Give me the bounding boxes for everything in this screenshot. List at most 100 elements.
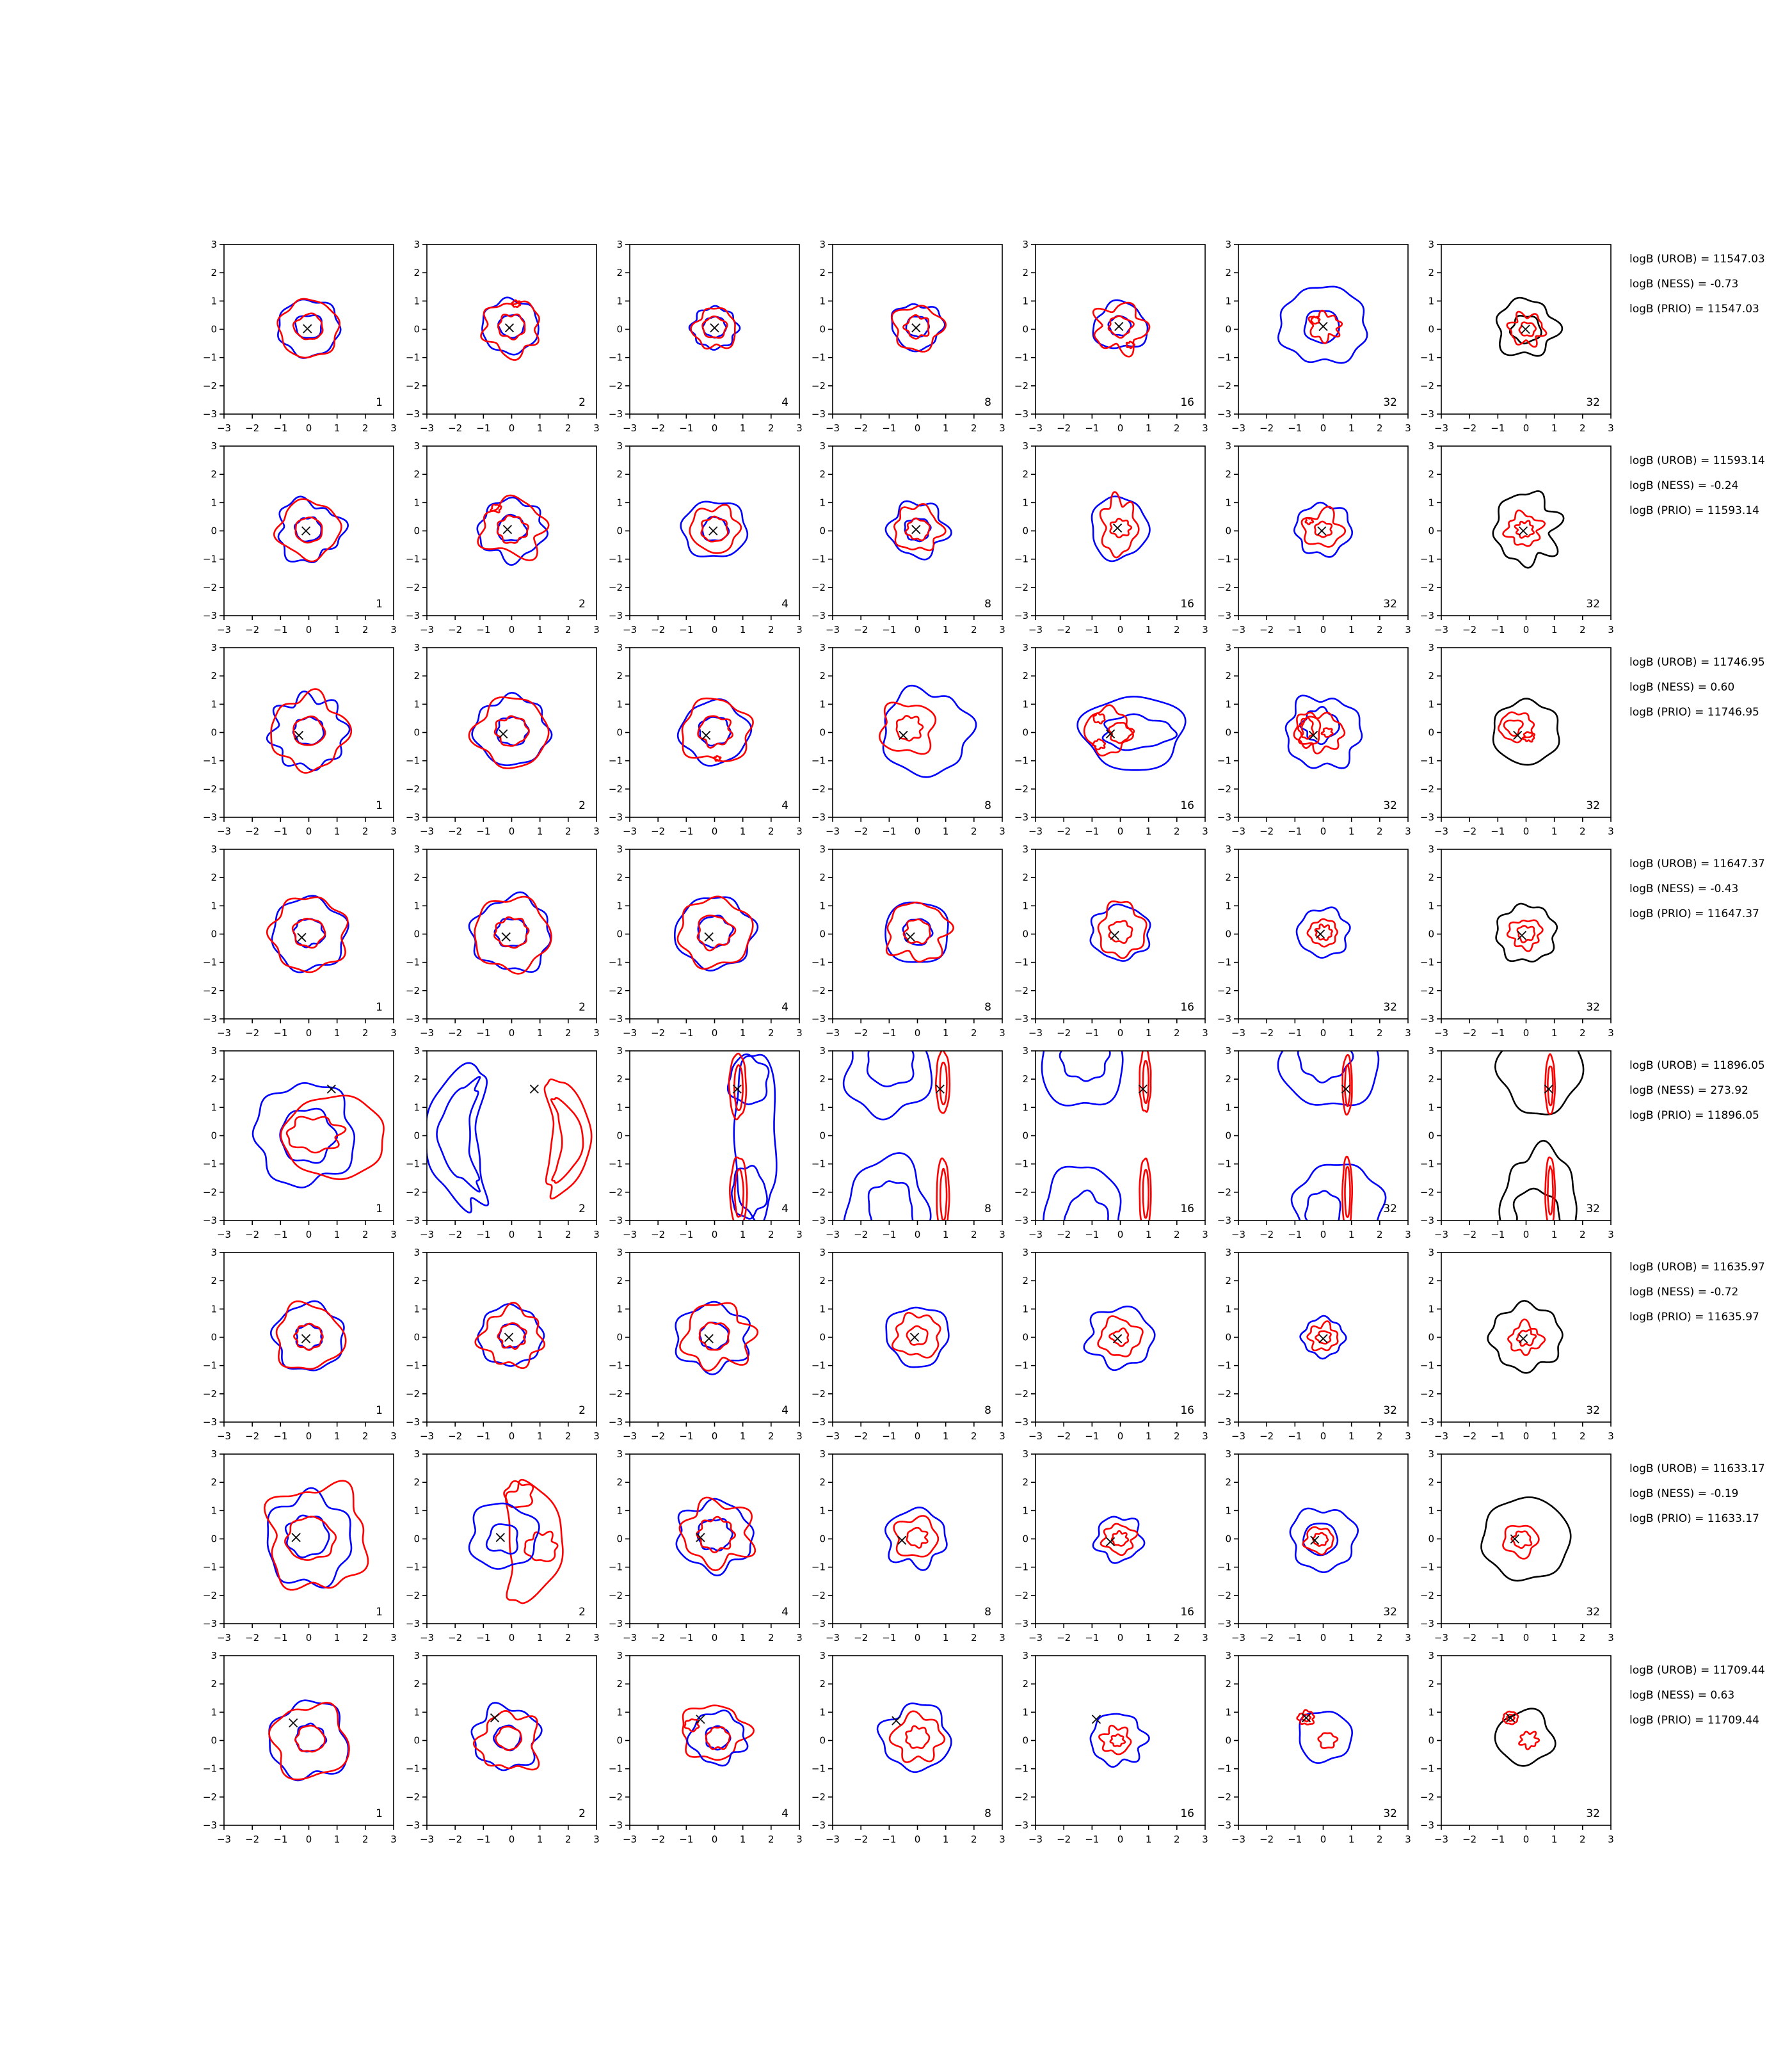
y-tick-label: −1: [1420, 755, 1434, 767]
y-tick-label: 0: [1022, 929, 1028, 940]
y-tick-label: 3: [211, 1448, 217, 1460]
y-tick-label: −1: [1420, 1158, 1434, 1170]
y-tick-label: 0: [211, 1332, 217, 1343]
x-tick-label: 3: [593, 1834, 600, 1845]
x-tick-label: 0: [1523, 1430, 1530, 1442]
x-tick-label: −2: [854, 1229, 868, 1240]
y-tick-label: 3: [819, 642, 826, 653]
x-tick-label: 3: [593, 826, 600, 837]
axes-frame: [1441, 849, 1612, 1020]
contours: [890, 303, 947, 353]
axes-frame: [426, 445, 597, 616]
x-tick-label: −1: [882, 826, 896, 837]
x-tick-label: −3: [826, 624, 840, 636]
x-tick-label: 3: [796, 624, 803, 636]
contour-red: [679, 1302, 759, 1372]
x-tick-label: 1: [1551, 624, 1558, 636]
x-tick-label: −1: [1491, 1229, 1505, 1240]
contour-red: [879, 701, 937, 755]
contour-red: [936, 1157, 950, 1220]
contour-red: [495, 1725, 523, 1751]
y-tick-label: −3: [609, 610, 623, 621]
panel-count-label: 4: [781, 396, 788, 409]
contour-red: [480, 300, 540, 361]
x-tick-label: −2: [1057, 624, 1071, 636]
contour-blue: [731, 1165, 768, 1220]
axes-frame: [223, 647, 394, 818]
y-tick-label: −2: [609, 582, 623, 593]
y-tick-label: 2: [1428, 267, 1434, 278]
contours: [1293, 501, 1353, 558]
contour-red: [1142, 1169, 1149, 1219]
contour-blue: [471, 692, 553, 766]
x-tick-label: −1: [273, 1834, 287, 1845]
panel-count-label: 1: [376, 1203, 383, 1215]
contour-red: [1516, 1329, 1537, 1347]
x-tick-label: −1: [882, 624, 896, 636]
x-tick-label: −2: [448, 1430, 462, 1442]
contour-red: [1502, 1710, 1519, 1725]
y-tick-label: 1: [1428, 1706, 1434, 1718]
y-tick-label: 0: [1225, 1332, 1231, 1343]
y-tick-label: 1: [413, 900, 420, 911]
contour-blue: [1297, 1051, 1354, 1084]
contours: [876, 1702, 952, 1773]
contour-blue: [271, 895, 349, 973]
y-tick-label: 3: [211, 642, 217, 653]
y-tick-label: −2: [1420, 1388, 1434, 1400]
y-tick-label: −2: [1420, 985, 1434, 996]
y-tick-label: −3: [1420, 812, 1434, 823]
axes-frame: [832, 849, 1003, 1020]
x-tick-label: −3: [1434, 1430, 1448, 1442]
y-tick-label: −3: [406, 1416, 420, 1428]
panel-count-label: 1: [376, 1606, 383, 1619]
y-tick-label: −1: [609, 1562, 623, 1573]
x-tick-label: 1: [1348, 1027, 1355, 1039]
contour-red: [1092, 301, 1151, 358]
x-tick-label: 1: [1348, 1430, 1355, 1442]
y-tick-label: 0: [616, 324, 623, 335]
x-tick-label: 1: [1551, 1430, 1558, 1442]
panel-count-label: 8: [984, 1001, 991, 1014]
axis-ticks: −3−3 −2 −2 −1 −1 0 0 1 1 2 2 3 3: [609, 1247, 803, 1442]
y-tick-label: 0: [413, 525, 420, 537]
contour-red: [1297, 717, 1315, 740]
y-tick-label: −3: [1217, 1618, 1231, 1629]
panel-count-label: 8: [984, 1404, 991, 1417]
y-tick-label: −2: [406, 1388, 420, 1400]
panel-count-label: 4: [781, 1001, 788, 1014]
y-tick-label: −1: [1014, 1360, 1028, 1372]
y-tick-label: −2: [1420, 1590, 1434, 1601]
x-tick-label: 3: [999, 1632, 1005, 1644]
axis-ticks: −3−3 −2 −2 −1 −1 0 0 1 1 2 2 3 3: [203, 1045, 397, 1240]
y-tick-label: 0: [1022, 324, 1028, 335]
x-tick-label: −2: [1462, 1229, 1476, 1240]
y-tick-label: 0: [1428, 1130, 1434, 1142]
y-tick-label: 1: [1428, 497, 1434, 508]
truth-marker-x: [1105, 1537, 1116, 1547]
y-tick-label: 0: [1022, 1533, 1028, 1545]
y-tick-label: −3: [1014, 408, 1028, 420]
contour-blue: [876, 1702, 952, 1773]
contour-red: [1139, 1157, 1152, 1220]
contour-red: [893, 1515, 940, 1558]
x-tick-label: 1: [334, 1834, 340, 1845]
axes-frame: [832, 244, 1003, 415]
contour-subplot-r4c3: −3−3 −2 −2 −1 −1 0 0 1 1 2 2 3 3 8: [812, 1045, 1005, 1240]
contour-red: [275, 1300, 347, 1370]
contours: [884, 901, 954, 963]
x-tick-label: 0: [712, 1834, 718, 1845]
y-tick-label: −1: [1420, 957, 1434, 968]
y-tick-label: 3: [616, 239, 623, 250]
contour-red: [284, 1516, 337, 1561]
logb-urob-text: logB (UROB) = 11635.97: [1629, 1261, 1765, 1274]
y-tick-label: −1: [1420, 554, 1434, 565]
panel-count-label: 32: [1586, 1001, 1600, 1014]
contour-red: [1302, 1526, 1334, 1556]
y-tick-label: −3: [1420, 1416, 1434, 1428]
axes-frame: [832, 1252, 1003, 1423]
panel-count-label: 2: [579, 1606, 586, 1619]
x-tick-label: 0: [915, 624, 921, 636]
y-tick-label: 3: [1022, 1247, 1028, 1258]
contour-blue: [1041, 1051, 1124, 1107]
